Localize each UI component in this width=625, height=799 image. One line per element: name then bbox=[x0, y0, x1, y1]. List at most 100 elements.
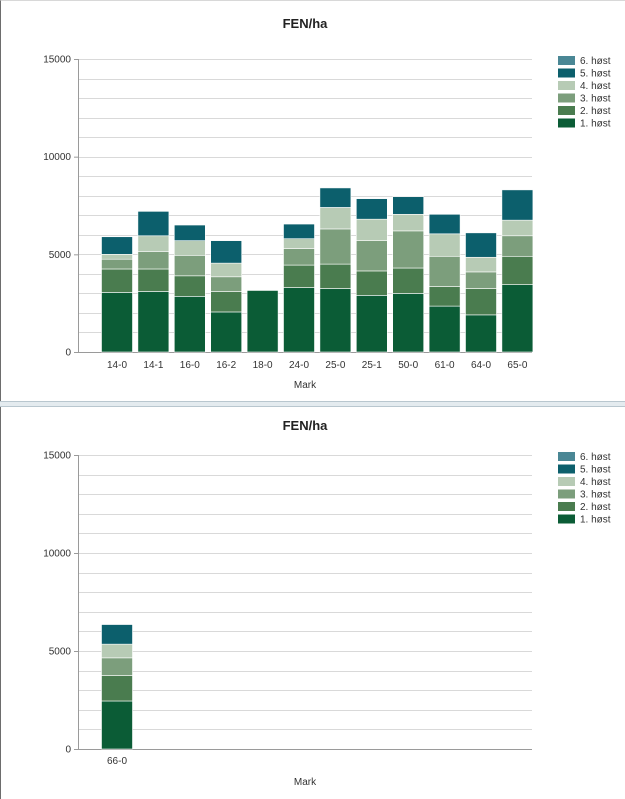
x-tick-label: 25-1 bbox=[362, 360, 382, 371]
gridlines bbox=[78, 455, 532, 750]
bar-segment-61-0-5-host bbox=[428, 213, 461, 235]
legend-entry: 1. høst bbox=[580, 515, 611, 526]
bar-segment-66-0-3-host bbox=[101, 657, 133, 676]
chart-title: FEN/ha bbox=[283, 418, 329, 433]
bar-segment-65-0-2-host bbox=[501, 255, 534, 285]
legend-swatch bbox=[558, 452, 575, 461]
legend-swatch bbox=[558, 464, 575, 474]
bar-segment-61-0-3-host bbox=[428, 255, 461, 287]
bar-segment-24-0-2-host bbox=[283, 264, 315, 288]
bar-segment-64-0-1-host bbox=[465, 314, 497, 353]
x-axis-label: Mark bbox=[294, 380, 317, 391]
bar-segment-16-2-5-host bbox=[210, 240, 242, 264]
bar-segment-25-1-5-host bbox=[355, 198, 388, 220]
legend-swatch bbox=[558, 514, 575, 524]
bar-segment-16-0-3-host bbox=[174, 255, 206, 277]
y-tick-label: 15000 bbox=[43, 55, 71, 66]
x-tick-label: 18-0 bbox=[253, 360, 273, 371]
panel-separator bbox=[0, 401, 625, 407]
x-tick-label: 66-0 bbox=[107, 756, 127, 767]
chart-panel-bottom: FEN/ha 0 5000 10000 15000 66-0 Mark 6. høst 5. h… bbox=[0, 407, 625, 799]
bar-segment-25-0-1-host bbox=[319, 288, 352, 353]
bar-segment-66-0-4-host bbox=[101, 643, 133, 659]
legend-entry: 1. høst bbox=[580, 119, 611, 130]
bar-segment-16-0-5-host bbox=[174, 224, 206, 241]
bar-segment-16-0-2-host bbox=[174, 275, 206, 297]
bar-segment-64-0-3-host bbox=[465, 271, 497, 289]
bar-segment-50-0-5-host bbox=[392, 196, 425, 215]
bars bbox=[101, 187, 534, 353]
bar-segment-50-0-4-host bbox=[392, 213, 425, 232]
bar-segment-64-0-5-host bbox=[465, 232, 497, 258]
legend-entry: 2. høst bbox=[580, 502, 611, 513]
bar-segment-25-0-3-host bbox=[319, 228, 352, 265]
bar-segment-61-0-1-host bbox=[428, 305, 461, 353]
bar-segment-66-0-2-host bbox=[101, 675, 133, 702]
legend-swatch bbox=[558, 477, 575, 486]
bar-segment-61-0-4-host bbox=[428, 233, 461, 257]
legend-swatch bbox=[558, 56, 575, 65]
y-tick-label: 0 bbox=[65, 745, 71, 756]
y-tick-label: 0 bbox=[65, 348, 71, 359]
legend-entry: 6. høst bbox=[580, 56, 611, 67]
bar-segment-14-0-5-host bbox=[101, 236, 133, 255]
bar-segment-25-1-3-host bbox=[355, 240, 388, 272]
legend-swatch bbox=[558, 502, 575, 511]
stacked-bar-chart-bottom: FEN/ha 0 5000 10000 15000 66-0 Mark 6. høst 5. h… bbox=[43, 418, 611, 788]
bar-segment-24-0-3-host bbox=[283, 248, 315, 266]
legend-swatch bbox=[558, 489, 575, 499]
y-tick-label: 10000 bbox=[43, 549, 71, 560]
bar-segment-16-2-4-host bbox=[210, 262, 242, 278]
legend-swatch bbox=[558, 93, 575, 103]
bar-segment-66-0-1-host bbox=[101, 700, 133, 750]
legend-entry: 4. høst bbox=[580, 477, 611, 488]
y-tick-label: 15000 bbox=[43, 451, 71, 462]
legend-entry: 3. høst bbox=[580, 94, 611, 105]
bar-segment-64-0-2-host bbox=[465, 288, 497, 316]
legend-entry: 3. høst bbox=[580, 490, 611, 501]
bar-segment-14-0-4-host bbox=[101, 254, 133, 260]
legend-swatch bbox=[558, 81, 575, 90]
bar-segment-50-0-1-host bbox=[392, 293, 425, 353]
bar-segment-14-1-1-host bbox=[137, 291, 170, 353]
bar-segment-16-2-2-host bbox=[210, 291, 242, 313]
x-tick-label: 65-0 bbox=[507, 360, 527, 371]
bars bbox=[101, 624, 133, 750]
bar-segment-66-0-5-host bbox=[101, 624, 133, 645]
bar-segment-61-0-2-host bbox=[428, 286, 461, 307]
bar-segment-25-0-2-host bbox=[319, 263, 352, 289]
bar-segment-14-0-1-host bbox=[101, 292, 133, 353]
bar-segment-18-0-1-host bbox=[246, 290, 279, 353]
legend-entry: 2. høst bbox=[580, 106, 611, 117]
y-tick-label: 5000 bbox=[49, 250, 72, 261]
bar-segment-14-0-2-host bbox=[101, 268, 133, 293]
bar-segment-16-0-4-host bbox=[174, 240, 206, 256]
legend-entry: 5. høst bbox=[580, 465, 611, 476]
legend-entry: 5. høst bbox=[580, 69, 611, 80]
bar-segment-24-0-4-host bbox=[283, 238, 315, 249]
legend-entry: 4. høst bbox=[580, 81, 611, 92]
bar-segment-25-1-4-host bbox=[355, 218, 388, 241]
bar-segment-25-1-1-host bbox=[355, 295, 388, 353]
bar-segment-14-1-2-host bbox=[137, 268, 170, 292]
x-tick-label: 14-0 bbox=[107, 360, 127, 371]
bar-segment-24-0-5-host bbox=[283, 223, 315, 240]
legend-swatch bbox=[558, 68, 575, 78]
bar-segment-16-2-3-host bbox=[210, 276, 242, 292]
bar-segment-14-1-5-host bbox=[137, 211, 170, 237]
bar-segment-65-0-3-host bbox=[501, 235, 534, 257]
bar-segment-14-1-3-host bbox=[137, 251, 170, 270]
legend-swatch bbox=[558, 106, 575, 115]
chart-panel-top: FEN/ha 0 5000 10000 15000 14-0 14-1 16-0 16-2 18-… bbox=[0, 0, 625, 401]
x-tick-label: 25-0 bbox=[325, 360, 345, 371]
legend-entry: 6. høst bbox=[580, 452, 611, 463]
bar-segment-25-1-2-host bbox=[355, 270, 388, 296]
x-tick-label: 16-0 bbox=[180, 360, 200, 371]
bar-segment-65-0-4-host bbox=[501, 219, 534, 237]
x-tick-label: 14-1 bbox=[143, 360, 163, 371]
bar-segment-25-0-5-host bbox=[319, 187, 352, 208]
bar-segment-50-0-3-host bbox=[392, 230, 425, 269]
chart-title: FEN/ha bbox=[283, 16, 329, 31]
